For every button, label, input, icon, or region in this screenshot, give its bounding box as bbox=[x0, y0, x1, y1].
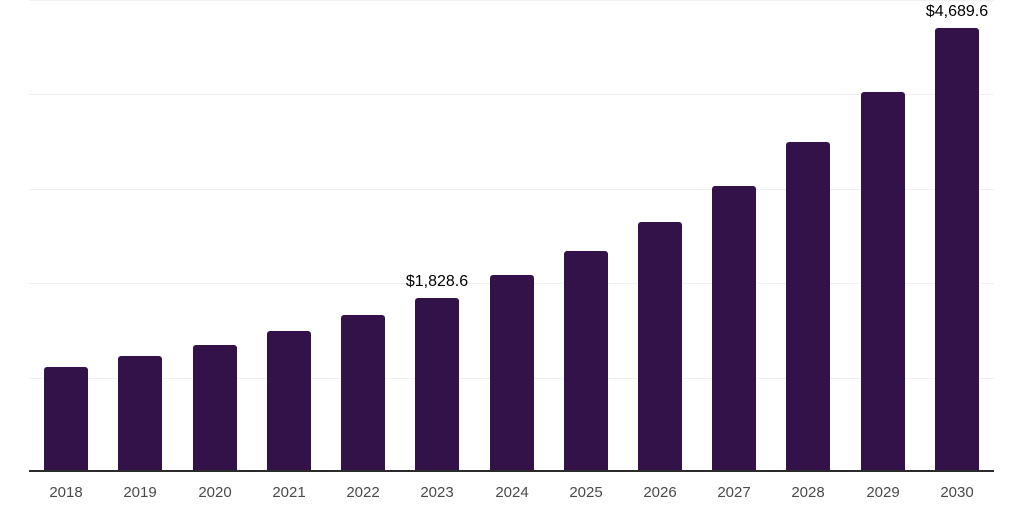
x-axis-label-2024: 2024 bbox=[495, 484, 529, 501]
x-axis-line bbox=[29, 470, 994, 472]
bar-2027 bbox=[712, 186, 756, 471]
x-axis-label-2018: 2018 bbox=[49, 484, 83, 501]
gridline-3000 bbox=[29, 189, 994, 190]
bar-2029 bbox=[861, 92, 905, 471]
data-label-2023: $1,828.6 bbox=[405, 273, 469, 290]
gridline-4000 bbox=[29, 94, 994, 95]
bar-2021 bbox=[267, 331, 311, 471]
x-axis-label-2027: 2027 bbox=[717, 484, 751, 501]
data-label-2030: $4,689.6 bbox=[925, 3, 989, 20]
bar-2024 bbox=[490, 275, 534, 471]
bar-2019 bbox=[118, 356, 162, 471]
x-axis-label-2023: 2023 bbox=[420, 484, 454, 501]
bar-2028 bbox=[786, 142, 830, 471]
x-axis-label-2025: 2025 bbox=[569, 484, 603, 501]
bar-2026 bbox=[638, 222, 682, 471]
bar-2023 bbox=[415, 298, 459, 471]
bar-2020 bbox=[193, 345, 237, 471]
bar-2030 bbox=[935, 28, 979, 471]
x-axis-label-2019: 2019 bbox=[123, 484, 157, 501]
x-axis-label-2026: 2026 bbox=[643, 484, 677, 501]
bar-2022 bbox=[341, 315, 385, 471]
gridline-5000 bbox=[29, 0, 994, 1]
x-axis-label-2028: 2028 bbox=[791, 484, 825, 501]
x-axis-label-2021: 2021 bbox=[272, 484, 306, 501]
x-axis-label-2030: 2030 bbox=[940, 484, 974, 501]
x-axis-label-2029: 2029 bbox=[866, 484, 900, 501]
x-axis-label-2022: 2022 bbox=[346, 484, 380, 501]
bar-2018 bbox=[44, 367, 88, 471]
bar-2025 bbox=[564, 251, 608, 471]
x-axis-label-2020: 2020 bbox=[198, 484, 232, 501]
